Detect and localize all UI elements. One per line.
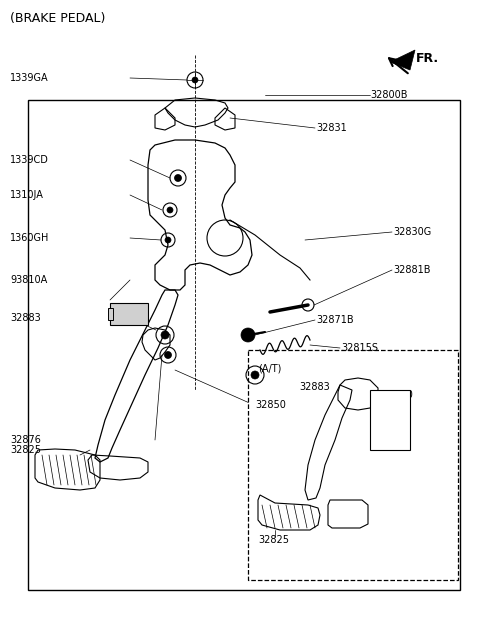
Text: 1310JA: 1310JA xyxy=(10,190,44,200)
Text: 1339CD: 1339CD xyxy=(10,155,49,165)
Circle shape xyxy=(167,207,173,213)
Text: 93810A: 93810A xyxy=(10,275,47,285)
Text: (A/T): (A/T) xyxy=(258,363,281,373)
Text: 32881B: 32881B xyxy=(393,265,431,275)
Circle shape xyxy=(251,371,259,379)
Text: 32883: 32883 xyxy=(299,382,330,392)
Circle shape xyxy=(192,77,198,83)
Text: FR.: FR. xyxy=(416,51,439,64)
Text: 1360GH: 1360GH xyxy=(10,233,49,243)
Text: 32825: 32825 xyxy=(10,445,41,455)
Circle shape xyxy=(165,352,171,358)
Polygon shape xyxy=(390,50,415,70)
Bar xyxy=(370,390,410,450)
Text: 32850: 32850 xyxy=(255,400,286,410)
Text: 32800B: 32800B xyxy=(370,90,408,100)
Text: 32831: 32831 xyxy=(316,123,347,133)
Text: 32825: 32825 xyxy=(258,535,289,545)
Bar xyxy=(108,308,113,320)
Bar xyxy=(248,350,458,580)
Bar xyxy=(28,100,460,590)
Text: 32871B: 32871B xyxy=(316,315,354,325)
Text: 32850: 32850 xyxy=(382,390,413,400)
Text: 1339GA: 1339GA xyxy=(10,73,48,83)
Text: (BRAKE PEDAL): (BRAKE PEDAL) xyxy=(10,12,106,25)
Bar xyxy=(110,303,148,325)
Text: 32815S: 32815S xyxy=(341,343,378,353)
Circle shape xyxy=(175,175,181,181)
Circle shape xyxy=(165,237,171,243)
Circle shape xyxy=(241,328,255,342)
Text: 32876: 32876 xyxy=(10,435,41,445)
Text: 32883: 32883 xyxy=(10,313,41,323)
Text: 32830G: 32830G xyxy=(393,227,431,237)
Circle shape xyxy=(161,331,169,339)
